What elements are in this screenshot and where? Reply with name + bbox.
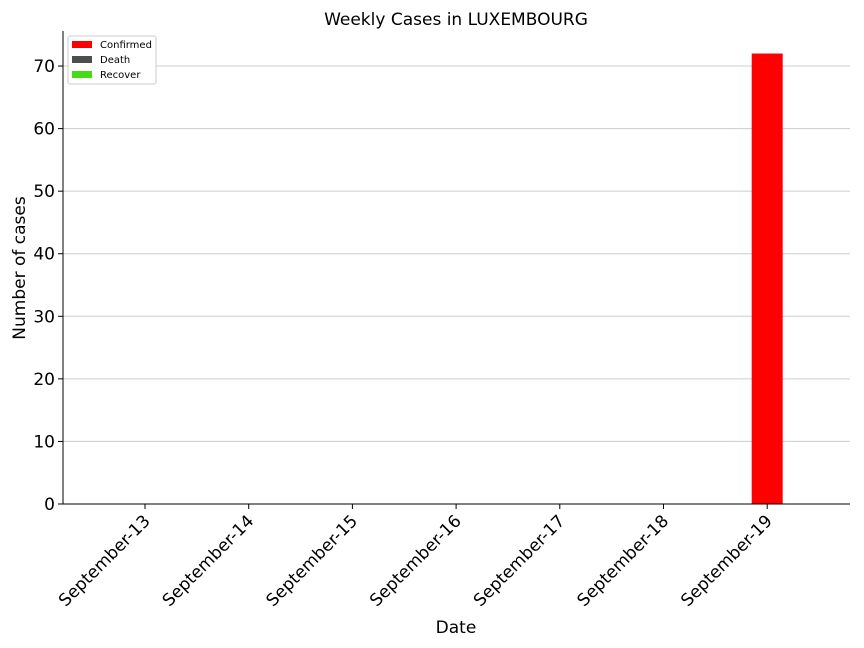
legend-label-death: Death bbox=[100, 55, 130, 66]
y-tick-label: 50 bbox=[33, 182, 55, 202]
x-tick-label: September-17 bbox=[470, 511, 569, 610]
bar-confirmed-september-19 bbox=[751, 53, 783, 505]
x-tick-label: September-18 bbox=[574, 511, 673, 610]
y-ticks: 0 10 20 30 40 50 60 70 bbox=[33, 57, 63, 515]
x-tick-label: September-16 bbox=[366, 511, 465, 610]
y-tick-label: 60 bbox=[33, 120, 55, 140]
legend: Confirmed Death Recover bbox=[67, 35, 157, 85]
legend-swatch-recover bbox=[72, 71, 92, 78]
legend-label-confirmed: Confirmed bbox=[100, 40, 152, 51]
y-tick-label: 0 bbox=[44, 495, 55, 515]
chart-title: Weekly Cases in LUXEMBOURG bbox=[324, 10, 588, 30]
axes bbox=[62, 31, 850, 505]
y-tick-label: 10 bbox=[33, 432, 55, 452]
legend-swatch-confirmed bbox=[72, 41, 92, 48]
x-tick-label: September-15 bbox=[262, 511, 361, 610]
x-ticks: September-13 September-14 September-15 Sept… bbox=[55, 504, 777, 611]
y-tick-label: 30 bbox=[33, 307, 55, 327]
y-tick-label: 20 bbox=[33, 370, 55, 390]
x-tick-label: September-14 bbox=[159, 511, 258, 610]
x-tick-label: September-19 bbox=[677, 511, 776, 610]
x-tick-label: September-13 bbox=[55, 511, 154, 610]
gridlines bbox=[63, 65, 850, 442]
y-axis-title: Number of cases bbox=[10, 196, 30, 340]
x-axis-title: Date bbox=[436, 618, 477, 638]
bars bbox=[751, 53, 783, 505]
legend-label-recover: Recover bbox=[100, 70, 141, 81]
y-tick-label: 40 bbox=[33, 245, 55, 265]
y-tick-label: 70 bbox=[33, 57, 55, 77]
legend-swatch-death bbox=[72, 56, 92, 63]
